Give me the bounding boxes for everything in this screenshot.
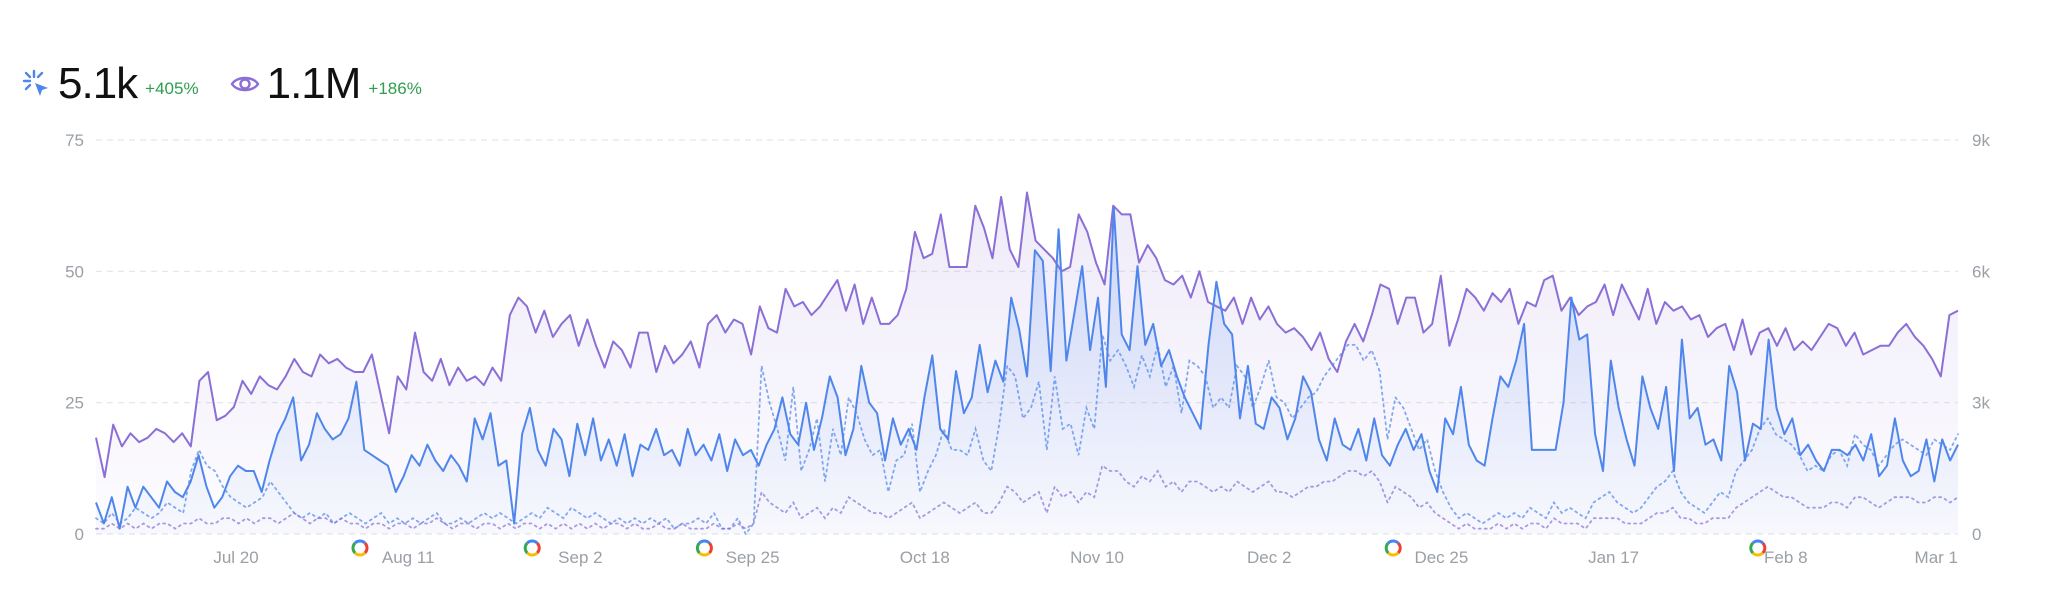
google-logo-arc [1751, 551, 1764, 557]
impressions-previous-line [95, 464, 1959, 530]
google-logo-arc [1396, 541, 1402, 555]
google-logo-arc [535, 541, 541, 555]
clicks-delta: +405% [145, 79, 199, 98]
clicks-stat[interactable]: 5.1k +405% [20, 59, 199, 109]
update-marker-label: G [704, 551, 705, 552]
update-marker-label: G [1758, 551, 1759, 552]
google-logo-arc [695, 541, 701, 555]
x-tick-label: Dec 2 [1247, 548, 1291, 567]
x-tick-label: Sep 2 [558, 548, 602, 567]
x-tick-label: Dec 25 [1414, 548, 1468, 567]
google-logo-arc [353, 551, 367, 557]
update-marker-label: G [360, 551, 361, 552]
google-update-marker-icon: G [351, 539, 369, 557]
x-tick-label: Jan 17 [1588, 548, 1639, 567]
y-axis-left: 0 25 50 75 [65, 131, 84, 544]
google-update-marker-icon: G [695, 539, 713, 557]
google-logo-arc [1384, 541, 1390, 555]
x-axis: Jul 20 Aug 11 Sep 2 Sep 25 Oct 18 Nov 10 Dec 2… [213, 548, 1958, 567]
y-right-tick-label: 6k [1972, 262, 1990, 281]
google-logo-arc [1749, 541, 1755, 555]
x-tick-label: Mar 1 [1915, 548, 1958, 567]
impressions-line [95, 191, 1959, 479]
google-logo-arc [351, 541, 357, 555]
google-logo-arc [526, 539, 539, 545]
x-tick-label: Aug 11 [382, 548, 435, 567]
google-logo-arc [1761, 541, 1767, 555]
x-tick-label: Feb 8 [1764, 548, 1807, 567]
google-logo-arc [526, 551, 539, 557]
update-markers: GGGGG [351, 539, 1767, 557]
impressions-stat[interactable]: 1.1M +186% [229, 59, 422, 109]
impressions-value: 1.1M [266, 59, 362, 108]
eye-icon [230, 76, 260, 92]
chart-lines [95, 191, 1959, 536]
y-left-tick-label: 75 [65, 131, 84, 150]
sparkle-click-icon [22, 69, 48, 96]
x-tick-label: Jul 20 [213, 548, 258, 567]
clicks-line [95, 207, 1959, 530]
y-right-tick-label: 0 [1972, 525, 1981, 544]
summary-stats: 5.1k +405% 1.1M +186% [20, 56, 452, 112]
google-update-marker-icon: G [523, 539, 541, 557]
clicks-value: 5.1k [58, 59, 138, 108]
google-update-marker-icon: G [1749, 539, 1767, 557]
clicks-area [96, 208, 1958, 535]
update-marker-label: G [1393, 551, 1394, 552]
y-left-tick-label: 25 [65, 394, 84, 413]
update-marker-label: G [532, 551, 533, 552]
x-tick-label: Sep 25 [726, 548, 780, 567]
clicks-previous-line [95, 334, 1959, 536]
google-logo-arc [523, 541, 529, 555]
google-logo-arc [698, 539, 711, 545]
google-logo-arc [708, 541, 713, 555]
y-axis-right: 0 3k 6k 9k [1972, 131, 1990, 544]
google-logo-arc [353, 539, 367, 545]
google-logo-arc [1387, 539, 1400, 545]
y-right-tick-label: 3k [1972, 394, 1990, 413]
y-left-tick-label: 50 [65, 262, 84, 281]
google-logo-arc [1387, 551, 1400, 557]
google-logo-arc [1751, 539, 1764, 545]
y-right-tick-label: 9k [1972, 131, 1990, 150]
google-logo-arc [363, 541, 369, 555]
impressions-delta: +186% [368, 79, 422, 98]
google-logo-arc [698, 551, 711, 557]
google-update-marker-icon: G [1384, 539, 1402, 557]
x-tick-label: Nov 10 [1070, 548, 1124, 567]
y-left-tick-label: 0 [75, 525, 84, 544]
x-tick-label: Oct 18 [900, 548, 950, 567]
